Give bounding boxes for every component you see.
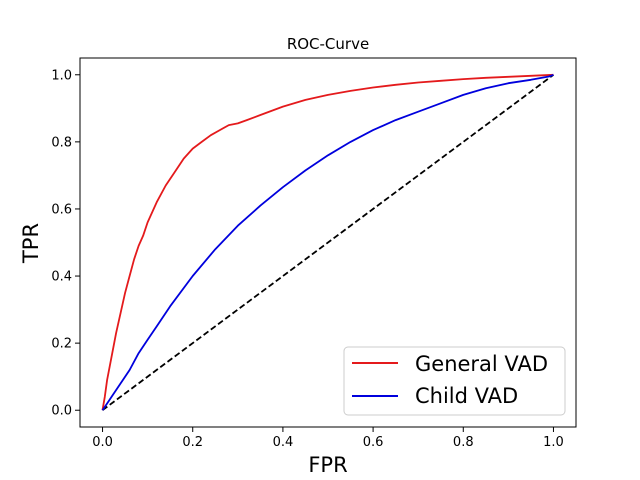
legend-box xyxy=(343,346,566,416)
y-axis-ticks: 0.0 0.2 0.4 0.6 0.8 1.0 xyxy=(51,68,80,419)
y-tick-label: 0.2 xyxy=(51,337,72,352)
x-tick-label: 1.0 xyxy=(543,435,564,450)
series-line-child-vad xyxy=(101,73,554,411)
reference-diagonal-line xyxy=(101,74,555,411)
plot-lines xyxy=(101,73,555,411)
y-tick-label: 0.6 xyxy=(51,202,72,217)
chart-title: ROC-Curve xyxy=(287,35,369,53)
x-tick-label: 0.6 xyxy=(363,435,384,450)
x-tick-label: 0.2 xyxy=(182,435,203,450)
legend-label-child-vad: Child VAD xyxy=(415,384,518,408)
legend: General VAD Child VAD xyxy=(343,346,566,416)
x-axis-ticks: 0.0 0.2 0.4 0.6 0.8 1.0 xyxy=(92,427,564,450)
y-tick-label: 1.0 xyxy=(51,68,72,83)
x-tick-label: 0.4 xyxy=(273,435,294,450)
x-tick-label: 0.0 xyxy=(92,435,113,450)
y-tick-label: 0.4 xyxy=(51,270,72,285)
series-line-general-vad xyxy=(101,73,554,411)
x-axis-label: FPR xyxy=(308,453,347,477)
legend-label-general-vad: General VAD xyxy=(415,352,548,376)
y-tick-label: 0.8 xyxy=(51,135,72,150)
y-axis-label: TPR xyxy=(19,223,43,264)
plot-frame xyxy=(79,57,577,428)
x-tick-label: 0.8 xyxy=(453,435,474,450)
y-tick-label: 0.0 xyxy=(51,404,72,419)
